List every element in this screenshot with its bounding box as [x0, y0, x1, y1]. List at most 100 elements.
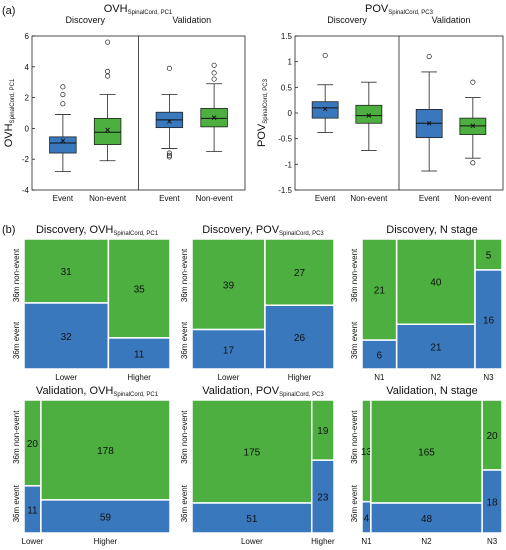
- y-tick-label: -2: [22, 155, 30, 164]
- y-label-nonevent: 36m non-event: [350, 410, 359, 464]
- x-tick-label: Non-event: [89, 194, 127, 203]
- chart-title: Discovery, OVHSpinalCord, PC1: [36, 224, 159, 237]
- mosaic-cell-event: [40, 499, 171, 534]
- y-axis-label: POVSpinalCord, PC3: [256, 78, 269, 147]
- y-label-event: 36m event: [350, 321, 359, 359]
- chart-title: Validation, N stage: [386, 385, 478, 397]
- outlier-point: [322, 52, 328, 59]
- group-label: Discovery: [65, 15, 105, 25]
- y-tick-label: 0: [288, 109, 293, 118]
- y-axis-label-main: POV: [256, 123, 268, 147]
- y-tick-label: -1: [285, 160, 293, 169]
- x-category-label: Lower: [55, 373, 77, 382]
- mean-marker: [167, 119, 172, 124]
- group-label: Discovery: [327, 15, 367, 25]
- x-category-label: N2: [431, 373, 442, 382]
- mosaic-cell-event: [191, 502, 313, 534]
- y-axis-label-main: OVH: [3, 123, 15, 147]
- box: [93, 117, 122, 145]
- x-category-label: Lower: [22, 537, 44, 546]
- count-label-event: 32: [61, 332, 73, 343]
- mean-marker: [60, 138, 66, 144]
- x-category-label: Lower: [218, 373, 240, 382]
- chart-title: POVSpinalCord, PC3: [365, 3, 434, 16]
- y-tick-label: 2: [25, 94, 30, 103]
- x-category-label: N1: [374, 373, 385, 382]
- mosaic-cell-nonevent: [264, 238, 335, 306]
- chart-title: Validation, OVHSpinalCord, PC1: [36, 385, 159, 398]
- y-tick-label: 1: [288, 58, 293, 67]
- mosaic-chart-5: Validation, OVHSpinalCord, PC1 36m non-ev…: [12, 385, 171, 546]
- count-label-event: 26: [294, 333, 306, 344]
- mosaic-cell-event: [264, 304, 335, 370]
- mosaic-chart-3: Discovery, POVSpinalCord, PC3 36m non-eve…: [180, 224, 335, 382]
- chart-title: OVHSpinalCord, PC1: [104, 3, 173, 16]
- x-category-label: Higher: [94, 537, 118, 546]
- count-label-nonevent: 20: [487, 431, 499, 442]
- count-label-nonevent: 31: [61, 267, 73, 278]
- y-tick-label: -0.5: [278, 135, 292, 144]
- mean-marker: [426, 120, 432, 126]
- y-label-event: 36m event: [180, 321, 189, 359]
- chart-title: Discovery, N stage: [386, 224, 478, 236]
- chart-title-main: POV: [365, 3, 389, 15]
- count-label-event: 21: [430, 343, 442, 354]
- x-category-label: Higher: [127, 373, 151, 382]
- y-tick-label: 0.5: [281, 83, 293, 92]
- chart-title-sub: SpinalCord, PC3: [279, 231, 324, 237]
- x-category-label: Higher: [288, 373, 312, 382]
- chart-title-main: OVH: [104, 3, 128, 15]
- group-label: Validation: [172, 15, 211, 25]
- count-label-nonevent: 20: [27, 439, 39, 450]
- box: [355, 104, 383, 124]
- y-axis-label-sub: SpinalCord, PC1: [10, 78, 16, 123]
- x-tick-label: Non-event: [454, 194, 492, 203]
- count-label-event: 59: [100, 512, 112, 523]
- y-label-nonevent: 36m non-event: [12, 410, 21, 464]
- box: [311, 101, 339, 119]
- chart-title-sub: SpinalCord, PC3: [388, 10, 433, 16]
- count-label-event: 51: [246, 514, 258, 525]
- mosaic-chart-7: Validation, N stage 36m non-event 36m even…: [350, 385, 503, 546]
- y-tick-label: 4: [25, 63, 30, 72]
- mean-marker: [211, 115, 217, 120]
- count-label-event: 16: [483, 315, 495, 326]
- outlier-point: [166, 154, 172, 160]
- box: [49, 136, 77, 154]
- mosaic-chart-4: Discovery, N stage 36m non-event 36m event…: [350, 224, 503, 382]
- outlier-point: [470, 79, 476, 85]
- y-label-nonevent: 36m non-event: [180, 410, 189, 464]
- outlier-point: [166, 65, 172, 71]
- count-label-nonevent: 13: [361, 447, 373, 458]
- y-label-event: 36m event: [12, 321, 21, 359]
- x-category-label: N3: [487, 537, 498, 546]
- chart-title-main: Discovery, OVH: [36, 224, 113, 236]
- chart-title-main: Validation, OVH: [36, 385, 114, 397]
- mosaic-cell-event: [310, 459, 335, 534]
- chart-title-sub: SpinalCord, PC3: [279, 392, 324, 398]
- count-label-nonevent: 35: [134, 284, 146, 295]
- mosaic-cell-nonevent: [23, 238, 110, 304]
- mosaic-chart-2: Discovery, OVHSpinalCord, PC1 36m non-eve…: [12, 224, 171, 382]
- y-label-nonevent: 36m non-event: [350, 248, 359, 302]
- mosaic-cell-nonevent: [107, 238, 171, 339]
- x-category-label: N2: [421, 537, 432, 546]
- count-label-nonevent: 21: [374, 286, 386, 297]
- chart-title-main: Validation, N stage: [386, 385, 478, 397]
- count-label-nonevent: 39: [223, 280, 235, 291]
- count-label-nonevent: 175: [244, 447, 261, 458]
- mosaic-cell-nonevent: [395, 238, 476, 325]
- mosaic-cell-event: [23, 302, 110, 370]
- y-tick-label: 0: [25, 124, 30, 133]
- mean-marker: [366, 113, 372, 118]
- y-label-nonevent: 36m non-event: [180, 248, 189, 302]
- x-tick-label: Event: [419, 194, 440, 203]
- outlier-point: [166, 152, 172, 158]
- count-label-nonevent: 27: [294, 268, 306, 279]
- count-label-nonevent: 178: [97, 446, 114, 457]
- count-label-event: 18: [487, 498, 499, 509]
- mosaic-cell-nonevent: [361, 238, 398, 341]
- mosaic-cell-event: [191, 328, 266, 370]
- outlier-point: [105, 73, 111, 79]
